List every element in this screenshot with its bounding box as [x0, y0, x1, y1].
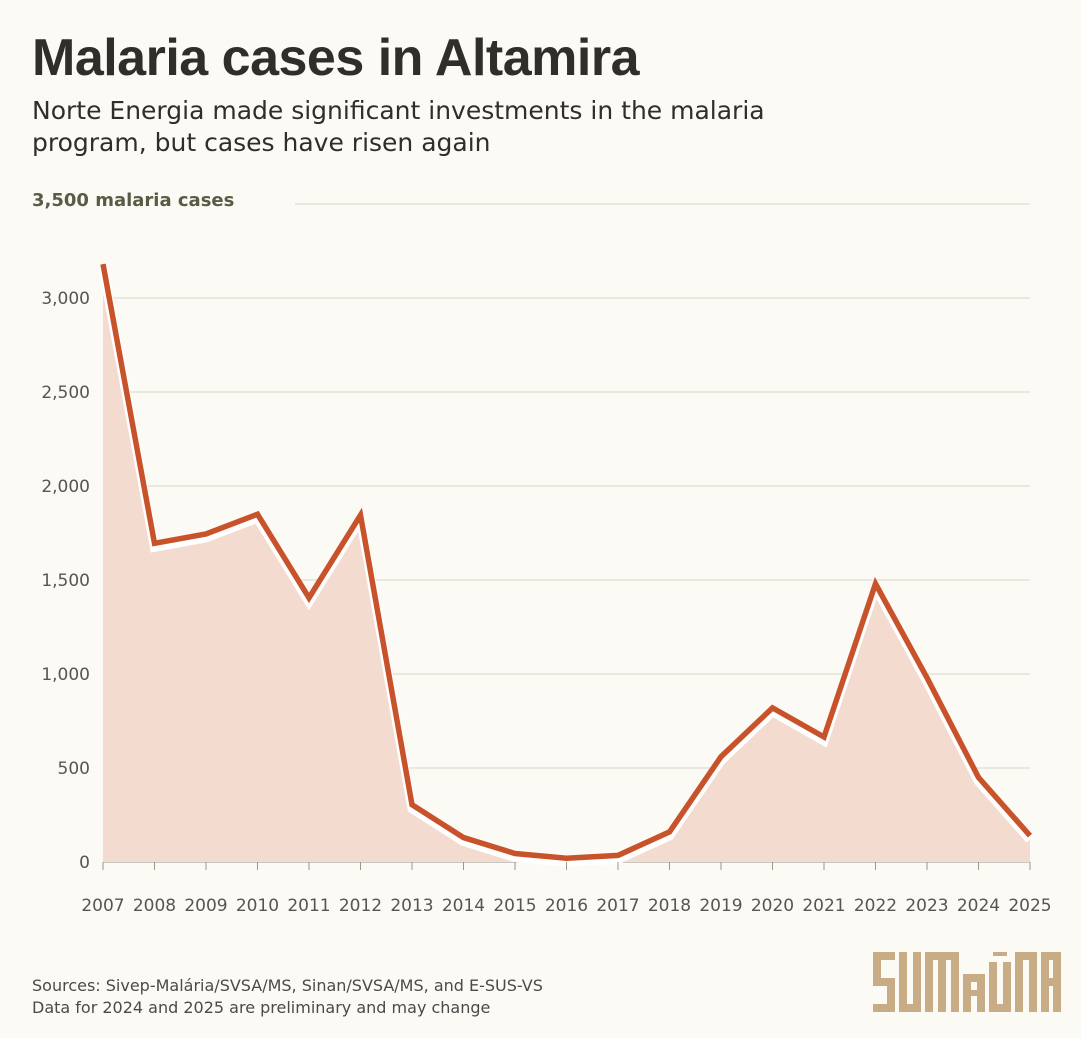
x-tick-label: 2021	[802, 896, 845, 916]
x-tick-label: 2019	[699, 896, 742, 916]
x-tick-label: 2013	[390, 896, 433, 916]
x-tick-label: 2023	[905, 896, 948, 916]
x-tick-label: 2020	[751, 896, 794, 916]
chart-footer: Sources: Sivep-Malária/SVSA/MS, Sinan/SV…	[32, 975, 543, 1019]
malaria-area-chart: 0 500 1,000 1,500 2,000 2,500 3,000 3,500 malar…	[32, 190, 1052, 916]
x-tick-label: 2015	[493, 896, 536, 916]
y-tick-label: 500	[58, 759, 90, 779]
sumauma-logo	[873, 952, 1061, 1012]
x-axis-tick-labels: 2007 2008 2009 2010 2011 2012 2013 2014 2015 2016…	[81, 862, 1052, 916]
x-tick-label: 2017	[596, 896, 639, 916]
x-tick-label: 2016	[545, 896, 588, 916]
x-tick-label: 2025	[1008, 896, 1051, 916]
page-title: Malaria cases in Altamira	[32, 29, 640, 87]
y-tick-label: 2,000	[41, 477, 90, 497]
y-tick-label: 0	[79, 853, 90, 873]
x-tick-label: 2007	[81, 896, 124, 916]
y-tick-label: 2,500	[41, 383, 90, 403]
x-tick-label: 2010	[236, 896, 279, 916]
y-tick-label: 3,500 malaria cases	[32, 190, 234, 211]
x-tick-label: 2008	[133, 896, 176, 916]
x-tick-label: 2009	[184, 896, 227, 916]
x-tick-label: 2024	[957, 896, 1000, 916]
x-tick-label: 2022	[854, 896, 897, 916]
y-tick-label: 1,500	[41, 571, 90, 591]
y-tick-label: 3,000	[41, 289, 90, 309]
x-tick-label: 2011	[287, 896, 330, 916]
preliminary-note: Data for 2024 and 2025 are preliminary a…	[32, 998, 491, 1017]
y-axis-tick-labels: 0 500 1,000 1,500 2,000 2,500 3,000 3,500 malar…	[32, 190, 234, 873]
sources-note: Sources: Sivep-Malária/SVSA/MS, Sinan/SV…	[32, 976, 543, 995]
area-fill	[103, 264, 1030, 862]
area-shape	[103, 264, 1030, 862]
x-tick-label: 2014	[442, 896, 485, 916]
page-subtitle: Norte Energia made significant investmen…	[32, 96, 765, 157]
x-tick-label: 2018	[648, 896, 691, 916]
y-tick-label: 1,000	[41, 665, 90, 685]
x-tick-label: 2012	[339, 896, 382, 916]
